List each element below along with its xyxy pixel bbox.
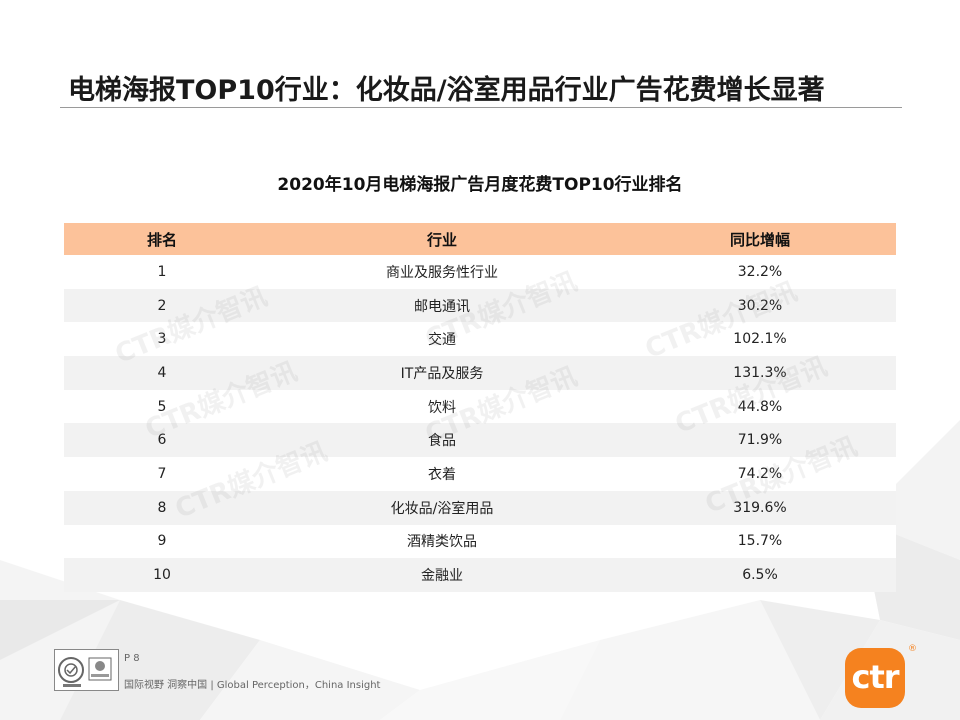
- ctr-logo-text: ctr: [851, 658, 899, 696]
- cell-industry: 邮电通讯: [260, 288, 624, 323]
- title-divider: [60, 107, 902, 108]
- cell-rank: 5: [64, 389, 260, 424]
- cell-rank: 10: [64, 558, 260, 592]
- table-row: 5 饮料 44.8%: [64, 389, 896, 424]
- table-caption: 2020年10月电梯海报广告月度花费TOP10行业排名: [277, 175, 683, 195]
- cell-rank: 2: [64, 288, 260, 323]
- header-yoy: 同比增幅: [624, 223, 896, 255]
- table-header-row: 排名 行业 同比增幅: [64, 223, 896, 255]
- cell-industry: 食品: [260, 423, 624, 458]
- cell-industry: 金融业: [260, 558, 624, 592]
- cell-industry: 商业及服务性行业: [260, 255, 624, 289]
- cell-yoy: 44.8%: [624, 389, 896, 424]
- footer-tagline: 国际视野 洞察中国 | Global Perception，China Insi…: [124, 680, 381, 691]
- certification-seal-icon: [54, 649, 119, 691]
- cell-yoy: 15.7%: [624, 524, 896, 559]
- cell-yoy: 6.5%: [624, 558, 896, 592]
- cell-rank: 1: [64, 255, 260, 289]
- cell-rank: 6: [64, 423, 260, 458]
- header-rank: 排名: [64, 223, 260, 255]
- table-row: 10 金融业 6.5%: [64, 558, 896, 592]
- cell-yoy: 131.3%: [624, 356, 896, 390]
- registered-mark: ®: [908, 644, 917, 654]
- cell-rank: 8: [64, 490, 260, 525]
- cell-rank: 3: [64, 322, 260, 357]
- cell-yoy: 74.2%: [624, 457, 896, 491]
- table-row: 3 交通 102.1%: [64, 322, 896, 357]
- cell-rank: 4: [64, 356, 260, 390]
- cell-rank: 7: [64, 457, 260, 491]
- cell-yoy: 71.9%: [624, 423, 896, 458]
- table-row: 2 邮电通讯 30.2%: [64, 288, 896, 323]
- page-number: P 8: [124, 653, 140, 664]
- cell-industry: 饮料: [260, 389, 624, 424]
- table-row: 4 IT产品及服务 131.3%: [64, 356, 896, 390]
- table-row: 6 食品 71.9%: [64, 423, 896, 458]
- cell-industry: 衣着: [260, 457, 624, 491]
- cell-industry: 酒精类饮品: [260, 524, 624, 559]
- cell-yoy: 30.2%: [624, 288, 896, 323]
- cell-industry: 化妆品/浴室用品: [260, 490, 624, 525]
- cell-industry: 交通: [260, 322, 624, 357]
- cell-yoy: 319.6%: [624, 490, 896, 525]
- ranking-table: 排名 行业 同比增幅 1 商业及服务性行业 32.2% 2 邮电通讯 30.2%…: [64, 223, 896, 592]
- table-row: 8 化妆品/浴室用品 319.6%: [64, 490, 896, 525]
- table-row: 1 商业及服务性行业 32.2%: [64, 255, 896, 289]
- ctr-logo: ctr: [845, 648, 905, 708]
- page-title: 电梯海报TOP10行业：化妆品/浴室用品行业广告花费增长显著: [68, 75, 825, 106]
- table-row: 9 酒精类饮品 15.7%: [64, 524, 896, 559]
- table-row: 7 衣着 74.2%: [64, 457, 896, 491]
- cell-yoy: 102.1%: [624, 322, 896, 357]
- cell-industry: IT产品及服务: [260, 356, 624, 390]
- header-industry: 行业: [260, 223, 624, 255]
- cell-rank: 9: [64, 524, 260, 559]
- cell-yoy: 32.2%: [624, 255, 896, 289]
